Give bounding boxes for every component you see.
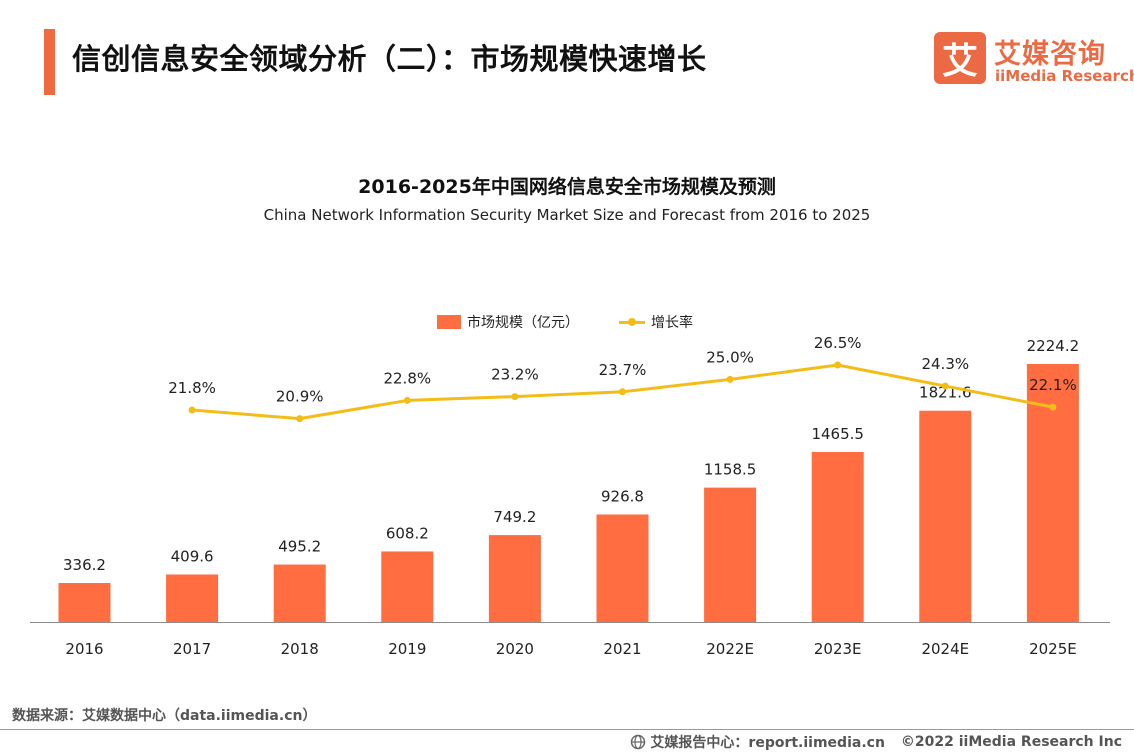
x-tick-label-2019: 2019 <box>388 640 426 658</box>
bar-value-label-2018: 495.2 <box>278 538 321 556</box>
growth-point-2024E <box>941 382 949 390</box>
growth-point-2023E <box>834 361 842 369</box>
globe-icon <box>631 734 646 750</box>
growth-label-2024E: 24.3% <box>921 355 969 373</box>
growth-point-2018 <box>296 415 304 423</box>
x-tick-label-2021: 2021 <box>603 640 641 658</box>
bar-2020 <box>488 535 541 622</box>
growth-label-2025E: 22.1% <box>1029 376 1077 394</box>
report-center-link[interactable]: 艾媒报告中心：report.iimedia.cn <box>650 735 885 751</box>
footer-divider <box>0 729 1134 730</box>
legend-line-label: 增长率 <box>651 315 693 331</box>
bar-2016 <box>58 583 111 622</box>
legend-bar-swatch <box>437 315 461 329</box>
x-tick-label-2024E: 2024E <box>921 640 969 658</box>
bar-2024E <box>919 410 972 622</box>
title-accent-bar <box>44 29 55 95</box>
bar-value-label-2025E: 2224.2 <box>1027 337 1080 355</box>
x-tick-label-2016: 2016 <box>65 640 103 658</box>
growth-label-2019: 22.8% <box>383 369 431 387</box>
bar-2022E <box>704 487 757 622</box>
growth-label-2021: 23.7% <box>599 361 647 379</box>
growth-label-2017: 21.8% <box>168 379 216 397</box>
growth-label-2022E: 25.0% <box>706 348 754 366</box>
growth-point-2019 <box>403 396 411 404</box>
bar-2023E <box>811 452 864 622</box>
legend-line-swatch <box>619 315 645 329</box>
bar-value-label-2016: 336.2 <box>63 556 106 574</box>
growth-point-2021 <box>619 388 626 396</box>
copyright: ©2022 iiMedia Research Inc <box>900 734 1122 750</box>
x-tick-label-2018: 2018 <box>281 640 319 658</box>
growth-point-2020 <box>511 393 519 401</box>
growth-label-2020: 23.2% <box>491 366 539 384</box>
growth-point-2017 <box>188 406 196 414</box>
chart-title: 2016-2025年中国网络信息安全市场规模及预测 <box>358 176 776 198</box>
growth-label-2018: 20.9% <box>276 388 324 406</box>
bar-2021 <box>596 514 649 622</box>
logo-mark-icon: 艾 <box>934 32 986 84</box>
chart-plot-area: 2016 2017 2018 2019 2020 2021 2022E 2023E 2024E 2… <box>30 334 1110 658</box>
bar-2017 <box>166 574 219 622</box>
bar-2018 <box>273 564 326 622</box>
x-tick-label-2025E: 2025E <box>1029 640 1077 658</box>
chart-legend: 市场规模（亿元） 增长率 <box>437 311 693 333</box>
brand-logo: 艾 艾媒咨询 iiMedia Research <box>934 32 1134 88</box>
growth-label-2023E: 26.5% <box>814 334 862 352</box>
bar-value-label-2022E: 1158.5 <box>704 461 757 479</box>
page-title: 信创信息安全领域分析（二）：市场规模快速增长 <box>72 42 707 76</box>
bar-value-label-2017: 409.6 <box>171 547 214 565</box>
x-tick-label-2022E: 2022E <box>706 640 754 658</box>
bar-2019 <box>381 551 434 622</box>
brand-name-en: iiMedia Research <box>995 67 1134 85</box>
bar-value-label-2021: 926.8 <box>601 487 644 505</box>
x-tick-label-2023E: 2023E <box>814 640 862 658</box>
x-tick-label-2017: 2017 <box>173 640 211 658</box>
chart-subtitle: China Network Information Security Marke… <box>263 206 871 224</box>
bar-value-label-2020: 749.2 <box>493 508 536 526</box>
footer-info: 艾媒报告中心：report.iimedia.cn ©2022 iiMedia R… <box>630 732 1122 752</box>
growth-point-2025E <box>1049 403 1057 411</box>
brand-name-cn: 艾媒咨询 <box>994 39 1106 70</box>
x-tick-label-2020: 2020 <box>496 640 534 658</box>
bar-value-label-2019: 608.2 <box>386 524 429 542</box>
data-source: 数据来源：艾媒数据中心（data.iimedia.cn） <box>12 708 317 724</box>
growth-point-2022E <box>726 375 734 383</box>
bar-value-label-2023E: 1465.5 <box>811 425 864 443</box>
legend-bar-label: 市场规模（亿元） <box>467 315 579 331</box>
